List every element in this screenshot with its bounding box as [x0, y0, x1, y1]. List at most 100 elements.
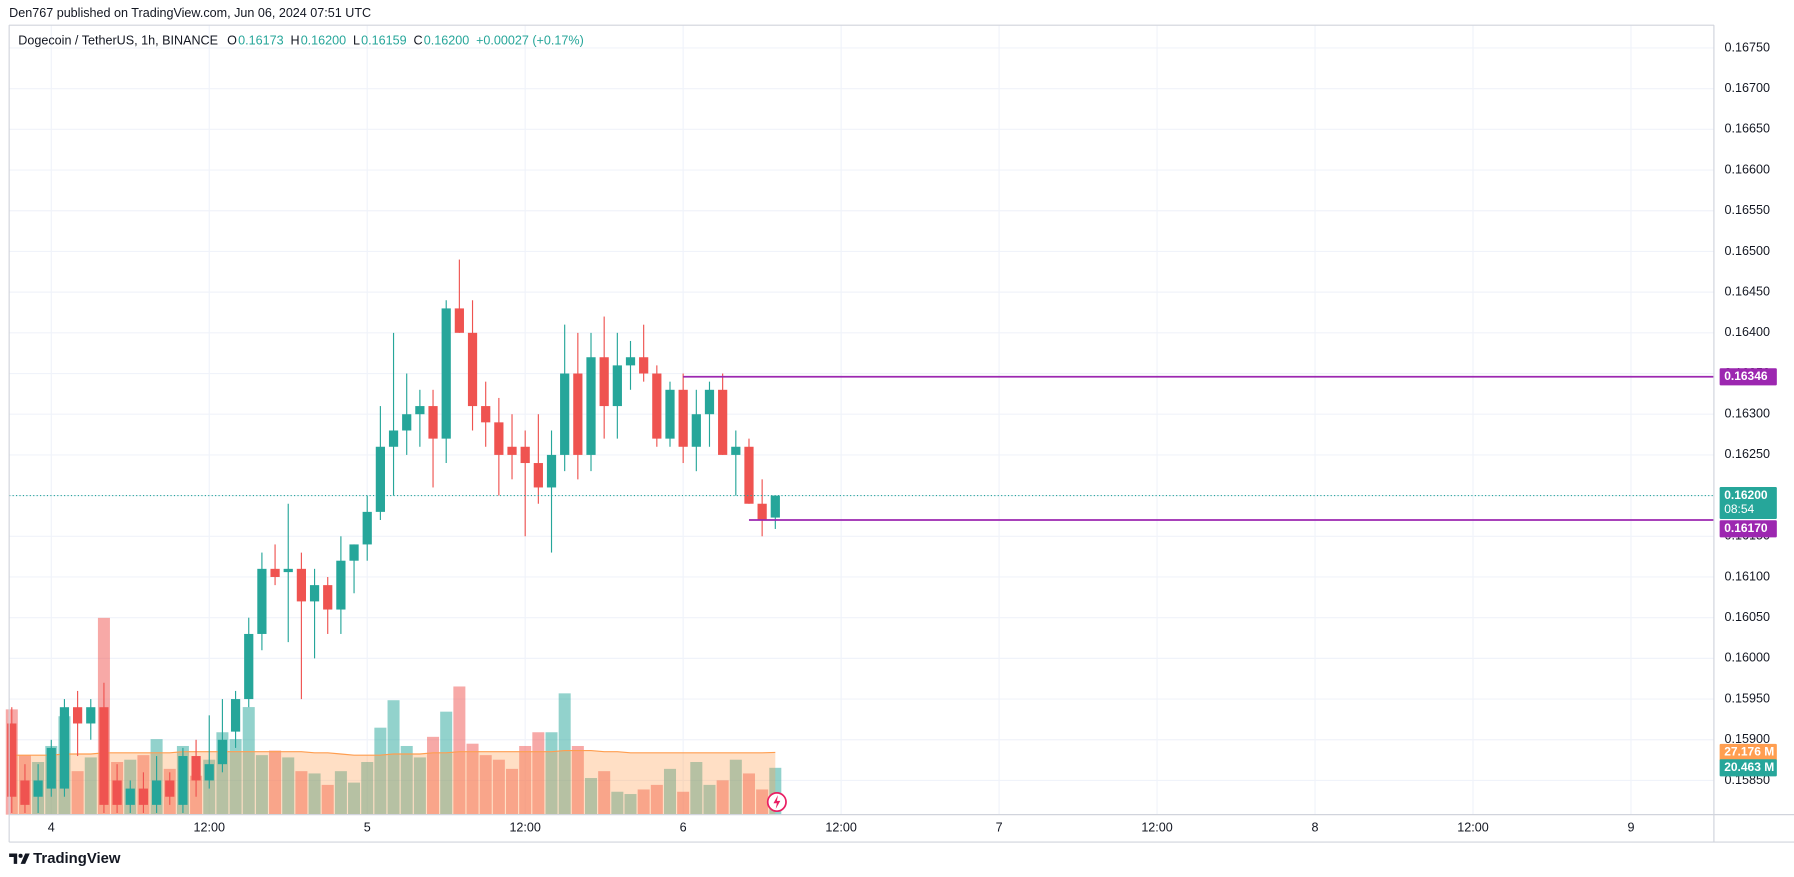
- candle-body: [388, 430, 399, 447]
- volume-bar: [269, 750, 282, 815]
- candle-body: [599, 357, 609, 407]
- change: +0.00027 (+0.17%): [476, 34, 584, 48]
- candle-body: [573, 373, 583, 455]
- level-tag: [1719, 368, 1777, 386]
- candle-body: [204, 764, 214, 781]
- x-tick-label: 12:00: [825, 821, 856, 835]
- brand-logo: [9, 853, 30, 864]
- level-label: 0.16170: [1724, 521, 1768, 535]
- y-tick-label: 0.16700: [1725, 81, 1770, 95]
- volume-bar: [479, 755, 492, 815]
- y-tick-label: 0.16050: [1725, 610, 1770, 624]
- candle-body: [718, 389, 728, 455]
- candle-body: [494, 422, 504, 455]
- volume-bar: [624, 794, 637, 815]
- symbol: Dogecoin / TetherUS, 1h, BINANCE: [18, 34, 218, 48]
- volume-last-label: 20.463 M: [1724, 760, 1774, 774]
- y-tick-label: 0.16550: [1725, 203, 1770, 217]
- candle-body: [99, 707, 109, 805]
- candle-body: [415, 406, 425, 415]
- candle-body: [20, 780, 30, 805]
- candle-body: [691, 414, 701, 447]
- volume-bar: [348, 782, 361, 815]
- volume-bar: [387, 700, 400, 815]
- candle-body: [467, 332, 478, 407]
- candle-body: [178, 756, 188, 805]
- volume-bar: [84, 757, 97, 815]
- volume-bar: [571, 745, 584, 815]
- volume-bar: [663, 768, 677, 815]
- candle-body: [138, 788, 149, 805]
- x-tick-label: 12:00: [509, 821, 540, 835]
- volume-bar: [229, 739, 242, 815]
- candle-body: [678, 389, 688, 447]
- candle-body: [125, 788, 135, 805]
- volume-bar: [242, 707, 255, 815]
- candle-body: [665, 389, 675, 439]
- volume-bar: [321, 784, 334, 815]
- volume-bar: [690, 762, 703, 815]
- candle-body: [481, 406, 491, 423]
- volume-bar: [637, 789, 650, 815]
- x-tick-label: 4: [48, 821, 55, 835]
- volume-bar: [413, 757, 426, 815]
- candle-body: [362, 511, 372, 545]
- overlay: [9, 375, 1714, 521]
- candle-body: [270, 568, 280, 577]
- candle-body: [770, 495, 780, 518]
- volume-bar: [255, 755, 268, 815]
- volume-last-tag: [1719, 759, 1777, 777]
- candle-body: [33, 780, 43, 797]
- volume-bar: [584, 778, 598, 815]
- candles: [7, 259, 780, 814]
- candle-body: [59, 707, 70, 789]
- candle-body: [151, 780, 162, 805]
- volume-bar: [308, 773, 321, 815]
- y-tick-label: 0.16300: [1725, 407, 1770, 421]
- candle-body: [296, 568, 307, 602]
- volume-bar: [440, 711, 453, 815]
- volume-ma-tag: [1719, 743, 1777, 762]
- volume-bar: [742, 773, 755, 815]
- candle-body: [560, 373, 570, 455]
- y-tick-label: 0.15900: [1725, 732, 1770, 746]
- candle-body: [731, 446, 741, 455]
- stat-label: C: [414, 34, 423, 48]
- volume-bar: [361, 762, 374, 815]
- candle-body: [744, 446, 754, 504]
- candle-body: [704, 389, 715, 415]
- stat-label: O: [227, 34, 237, 48]
- x-tick-label: 6: [680, 821, 687, 835]
- candle-body: [507, 446, 517, 455]
- candle-body: [46, 747, 56, 789]
- y-tick-label: 0.16400: [1725, 325, 1770, 339]
- volume-bar: [453, 686, 466, 815]
- stat-value: 0.16200: [301, 34, 346, 48]
- x-tick-label: 12:00: [194, 821, 225, 835]
- x-tick-label: 5: [364, 821, 371, 835]
- volume-bar: [519, 745, 532, 815]
- volume-bar: [611, 791, 624, 815]
- candle-body: [586, 357, 596, 455]
- candle-body: [546, 454, 557, 488]
- candle-body: [72, 707, 83, 724]
- candle-body: [533, 463, 543, 488]
- candle-body: [428, 406, 438, 439]
- y-tick-label: 0.16650: [1725, 122, 1770, 136]
- candle-body: [402, 414, 412, 431]
- candle-body: [217, 739, 228, 765]
- x-tick-label: 9: [1627, 821, 1634, 835]
- x-tick-label: 12:00: [1141, 821, 1172, 835]
- grid: [9, 25, 1714, 815]
- volume-bar: [545, 732, 558, 815]
- stat-label: H: [290, 34, 299, 48]
- stat-value: 0.16200: [424, 34, 469, 48]
- y-tick-label: 0.16250: [1725, 447, 1770, 461]
- candle-body: [375, 446, 385, 512]
- last-price-label: 08:54: [1724, 502, 1754, 516]
- volume-ma-line: [11, 749, 776, 756]
- volume-bar: [492, 759, 505, 815]
- x-tick-label: 8: [1312, 821, 1319, 835]
- brand: TradingView: [33, 851, 121, 867]
